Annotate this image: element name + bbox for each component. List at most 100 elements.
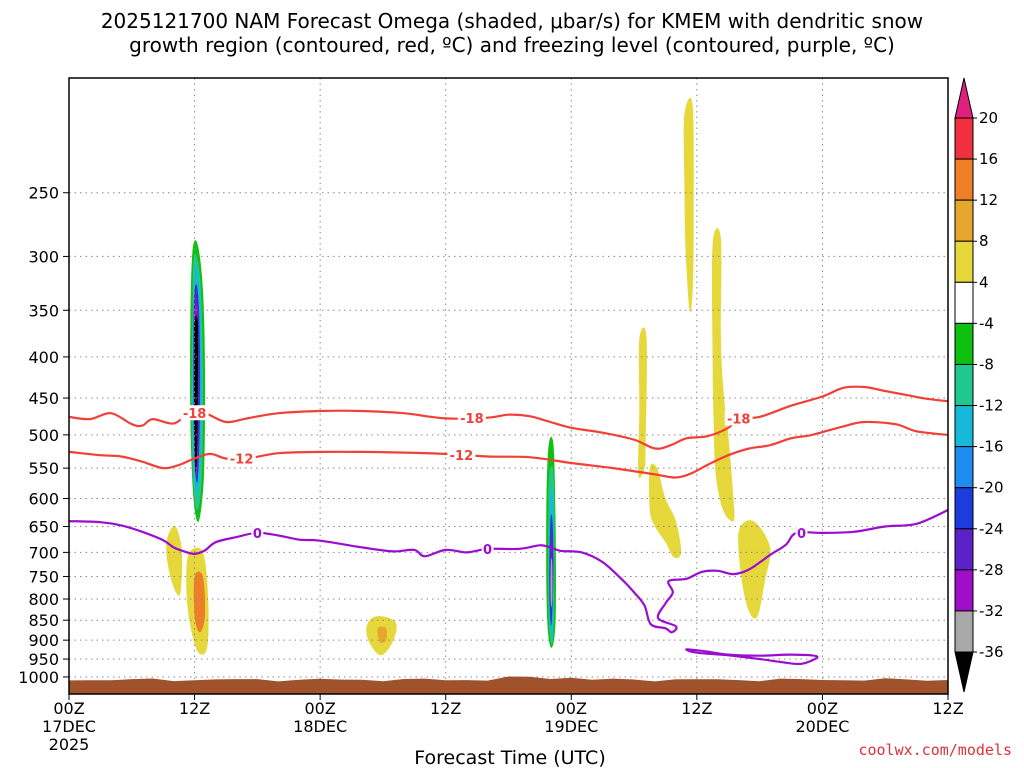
omega-region-14 xyxy=(648,463,682,559)
omega-shade-8 xyxy=(377,626,388,644)
colorbar-label: -12 xyxy=(979,397,1004,415)
contour-line xyxy=(69,420,948,479)
omega-shade--40 xyxy=(194,315,199,473)
y-tick-label: 700 xyxy=(28,543,59,562)
colorbar-bin xyxy=(954,117,974,160)
y-tick-label: 500 xyxy=(28,426,59,445)
omega-shade-12 xyxy=(193,571,206,633)
colorbar-label: -32 xyxy=(979,602,1004,620)
colorbar-label: 16 xyxy=(979,150,998,168)
omega-shade--4 xyxy=(558,631,574,659)
grid-lines xyxy=(69,78,948,694)
omega-shade-4 xyxy=(711,228,735,522)
contour-label: 0 xyxy=(483,543,492,558)
contour-label-bg xyxy=(180,405,209,421)
y-tick-label: 400 xyxy=(28,348,59,367)
omega-region-10 xyxy=(595,288,610,406)
y-tick-label: 650 xyxy=(28,517,59,536)
omega-region-4 xyxy=(216,378,227,512)
y-tick-label: 450 xyxy=(28,389,59,408)
y-tick-label: 950 xyxy=(28,650,59,669)
colorbar-bin xyxy=(954,487,974,530)
x-tick-label: 2025 xyxy=(49,735,90,754)
contour-line xyxy=(69,385,948,450)
omega-shade-4 xyxy=(166,525,183,596)
y-tick-label: 250 xyxy=(28,184,59,203)
colorbar-top-arrow xyxy=(954,77,974,119)
x-tick-label: 00Z xyxy=(556,699,587,718)
contour-label: -18 xyxy=(460,412,484,427)
omega-shade-4 xyxy=(638,327,647,478)
contour-label: 0 xyxy=(253,527,262,542)
colorbar-bin xyxy=(954,322,974,365)
colorbar-bin xyxy=(954,528,974,571)
contour-line xyxy=(685,648,819,666)
omega-region-15 xyxy=(738,520,771,619)
terrain-ground xyxy=(69,676,948,694)
colorbar-label: 12 xyxy=(979,191,998,209)
colorbar-label: -4 xyxy=(979,314,994,332)
contour-line xyxy=(69,508,948,634)
y-tick-label: 750 xyxy=(28,567,59,586)
colorbar-label: 8 xyxy=(979,232,989,250)
contour-label-bg xyxy=(227,450,256,466)
omega-region-12 xyxy=(683,97,694,313)
colorbar-label: -24 xyxy=(979,520,1004,538)
contour-label-bg xyxy=(795,524,808,540)
colorbar-bin xyxy=(954,158,974,201)
contour-label: -12 xyxy=(450,449,474,464)
contour-2: -12 -12 xyxy=(69,420,948,479)
colorbar-bin xyxy=(954,240,974,283)
omega-region-2 xyxy=(116,310,136,436)
credit-text: coolwx.com/models xyxy=(858,741,1012,759)
x-tick-label: 12Z xyxy=(179,699,210,718)
omega-shade--4 xyxy=(216,378,227,512)
contour-1: -18 -18 -18 xyxy=(69,385,948,450)
x-tick-label: 19DEC xyxy=(544,717,598,736)
y-tick-label: 1000 xyxy=(18,668,59,687)
plot-area: -18 -18 -18 -12 -12 0 0 0 xyxy=(69,78,948,694)
omega-region-3 xyxy=(127,465,149,585)
y-tick-label: 300 xyxy=(28,247,59,266)
colorbar-bin xyxy=(954,363,974,407)
omega-region-7 xyxy=(366,616,397,656)
contour-label-bg xyxy=(481,540,494,556)
y-tick-label: 550 xyxy=(28,459,59,478)
omega-shade--4 xyxy=(116,310,136,436)
colorbar-label: -8 xyxy=(979,355,994,373)
colorbar-label: -20 xyxy=(979,479,1004,497)
y-tick-label: 850 xyxy=(28,611,59,630)
contour-label-bg xyxy=(457,409,486,425)
x-tick-label: 12Z xyxy=(932,699,963,718)
contour-label-bg xyxy=(724,410,753,426)
colorbar-bin xyxy=(954,610,974,653)
colorbar-bin xyxy=(954,405,974,448)
colorbar-bottom-arrow xyxy=(954,651,974,693)
colorbar-label: -16 xyxy=(979,438,1004,456)
contour-label-bg xyxy=(251,524,264,540)
y-tick-label: 800 xyxy=(28,590,59,609)
pressure-axis: 2503003504004505005506006507007508008509… xyxy=(18,184,69,687)
omega-shade--4 xyxy=(127,465,149,585)
contour-label: -18 xyxy=(183,407,207,422)
y-tick-label: 350 xyxy=(28,301,59,320)
colorbar-label: -36 xyxy=(979,643,1004,661)
omega-shade--4 xyxy=(595,288,610,406)
omega-shade-4 xyxy=(648,463,682,559)
x-tick-label: 00Z xyxy=(304,699,335,718)
y-tick-label: 900 xyxy=(28,631,59,650)
omega-region-11 xyxy=(638,327,647,478)
omega-shade-4 xyxy=(738,520,771,619)
isotherm-contours: -18 -18 -18 -12 -12 0 0 0 xyxy=(69,385,948,666)
colorbar-bin xyxy=(954,199,974,242)
x-tick-label: 00Z xyxy=(53,699,84,718)
colorbar-bin xyxy=(954,281,974,324)
colorbar-label: 20 xyxy=(979,109,998,127)
contour-label: 0 xyxy=(797,527,806,542)
plot-background xyxy=(69,78,948,694)
x-axis-label: Forecast Time (UTC) xyxy=(414,747,605,768)
colorbar-label: -28 xyxy=(979,561,1004,579)
colorbar-label: 4 xyxy=(979,273,989,291)
omega-shade-4 xyxy=(683,97,694,313)
